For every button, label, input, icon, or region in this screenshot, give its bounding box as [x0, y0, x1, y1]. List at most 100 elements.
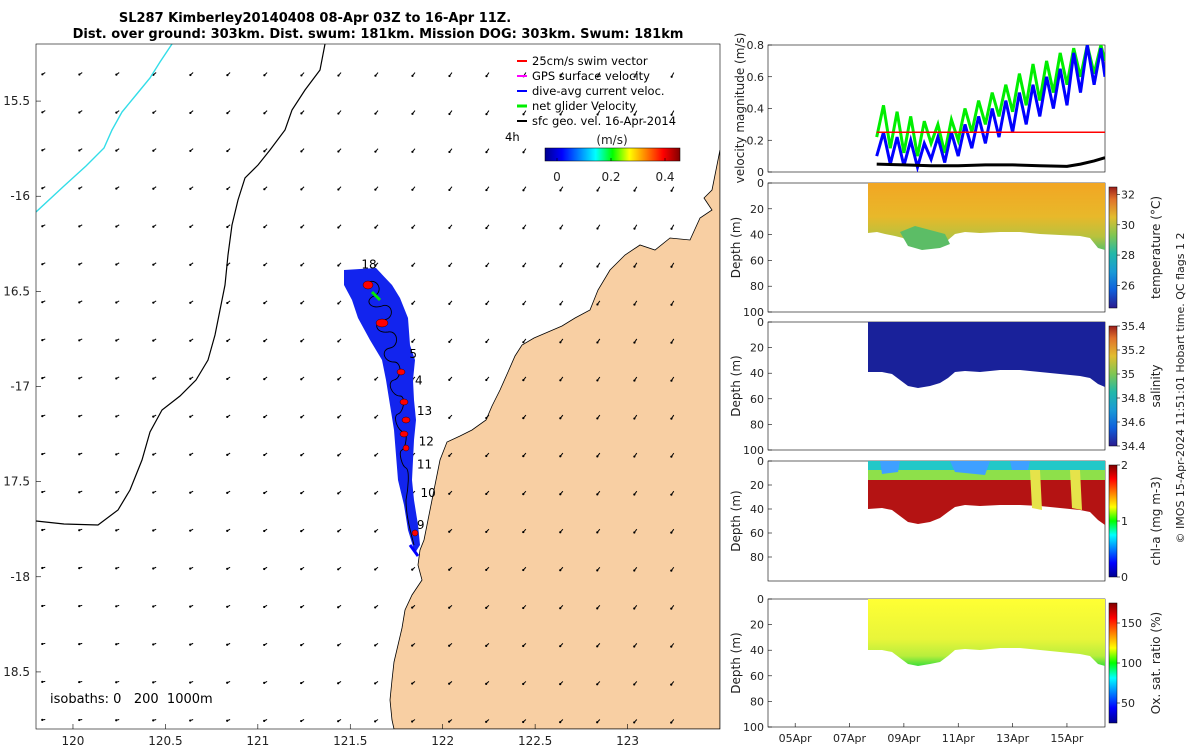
geo-vector-head	[337, 644, 340, 647]
section-colorbar-tick-label: 34.6	[1121, 416, 1146, 429]
geo-vector-head	[448, 74, 451, 78]
geo-vector-head	[78, 111, 81, 114]
geo-vector-head	[78, 187, 81, 190]
geo-vector-head	[670, 683, 673, 686]
map-y-tick-label: 16.5	[3, 284, 30, 298]
geo-vector-head	[485, 644, 488, 647]
geo-vector-head	[374, 530, 377, 533]
geo-vector-head	[633, 569, 636, 572]
geo-vector-head	[596, 417, 599, 420]
geo-vector-head	[263, 415, 266, 419]
geo-vector-head	[189, 567, 192, 570]
map-y-axis: 15.5 -16 16.5 -17 17.5 -18 18.5	[3, 94, 41, 679]
geo-vector-head	[300, 643, 303, 647]
geo-vector-head	[522, 189, 525, 192]
geo-vector-head	[189, 529, 192, 532]
current-velocity-segment	[408, 544, 420, 557]
geo-vector-head	[633, 341, 636, 344]
isobath-1000m-line	[36, 44, 173, 213]
geo-vector-head	[226, 567, 229, 570]
legend-label: 25cm/s swim vector	[532, 54, 648, 68]
geo-vector-head	[41, 528, 44, 532]
geo-vector-head	[485, 150, 488, 154]
section-colorbar-tick-label: 0	[1121, 571, 1128, 584]
geo-vector-head	[115, 567, 118, 570]
geo-vector-head	[559, 607, 562, 610]
geo-vector-head	[559, 75, 562, 78]
section-colorbar-label: temperature (°C)	[1149, 196, 1163, 299]
geo-vector-head	[670, 607, 673, 610]
land-polygon	[389, 149, 720, 729]
geo-vector-head	[300, 150, 303, 153]
geo-vector-head	[522, 113, 525, 116]
geo-vector-head	[522, 151, 525, 154]
geo-vector-head	[596, 189, 599, 192]
geo-vector-head	[189, 263, 192, 266]
geo-vector-head	[448, 226, 451, 230]
geo-vector-head	[189, 187, 192, 190]
geo-vector-head	[559, 569, 562, 572]
geo-vector-head	[633, 455, 636, 458]
geo-vector-head	[522, 227, 525, 230]
map-x-axis: 120 120.5 121 121.5 122 122.5 123	[62, 724, 639, 748]
geo-vector-head	[226, 225, 229, 229]
depth-axis-label: Depth (m)	[729, 355, 743, 416]
section-colorbar-label: Ox. sat. ratio (%)	[1149, 612, 1163, 714]
oxygen-field	[868, 599, 1105, 666]
geo-vector-head	[337, 378, 340, 381]
depth-tick-label: 20	[750, 203, 764, 216]
depth-tick-label: 100	[743, 306, 764, 319]
velocity-y-tick-label: 0.6	[747, 71, 765, 84]
depth-tick-label: 20	[750, 479, 764, 492]
geo-vector-head	[300, 340, 303, 343]
net-glider-velocity-segment	[370, 290, 382, 302]
geo-vector-head	[485, 416, 488, 420]
depth-tick-label: 60	[750, 393, 764, 406]
geo-vector-head	[670, 113, 673, 116]
geo-vector-head	[189, 643, 192, 646]
legend-label: dive-avg current veloc.	[532, 84, 665, 98]
velocity-y-tick-label: 0.8	[747, 39, 765, 52]
geo-vector-head	[300, 719, 303, 723]
geo-vector-head	[633, 113, 636, 116]
geo-vector-head	[485, 378, 488, 382]
map-x-tick-label: 121.5	[333, 734, 367, 748]
velocity-ylabel: velocity magnitude (m/s)	[733, 33, 747, 184]
geo-vector-head	[115, 339, 118, 342]
geo-vector-head	[115, 491, 118, 494]
geo-vector-head	[411, 150, 414, 153]
geo-vector-head	[633, 645, 636, 648]
geo-vector-head	[485, 264, 488, 268]
section-colorbar-tick-label: 2	[1121, 459, 1128, 472]
geo-vector-head	[633, 607, 636, 610]
geo-vector-head	[41, 566, 44, 570]
geo-vector-head	[78, 73, 81, 76]
glider-loop-path	[367, 280, 415, 546]
geo-vector-head	[559, 189, 562, 192]
geo-vector-head	[263, 264, 266, 267]
geo-vector-head	[152, 605, 155, 608]
geo-vector-head	[78, 377, 81, 380]
geo-vector-head	[633, 417, 636, 420]
geo-vector-head	[337, 606, 340, 609]
geo-vector-head	[633, 379, 636, 382]
geo-vector-head	[115, 263, 118, 266]
geo-vector-head	[633, 265, 636, 268]
geo-vector-head	[448, 568, 451, 571]
geo-vector-head	[596, 455, 599, 458]
geo-vector-head	[41, 415, 44, 418]
temperature-panel	[767, 182, 1106, 313]
geo-vector-head	[522, 492, 525, 496]
geo-vector-head	[670, 189, 673, 192]
geo-vector-head	[337, 302, 340, 305]
map-panel: 120 120.5 121 121.5 122 122.5 123 15.5-1616.5-…	[3, 43, 721, 748]
geo-vector-head	[189, 111, 192, 115]
geo-vector-head	[152, 567, 155, 570]
geo-vector-head	[41, 149, 44, 152]
geo-vector-head	[670, 493, 673, 496]
geo-vector-head	[448, 720, 451, 723]
geo-vector-head	[78, 339, 81, 342]
geo-vector-head	[226, 187, 229, 191]
time-tick-label: 11Apr	[942, 732, 976, 745]
